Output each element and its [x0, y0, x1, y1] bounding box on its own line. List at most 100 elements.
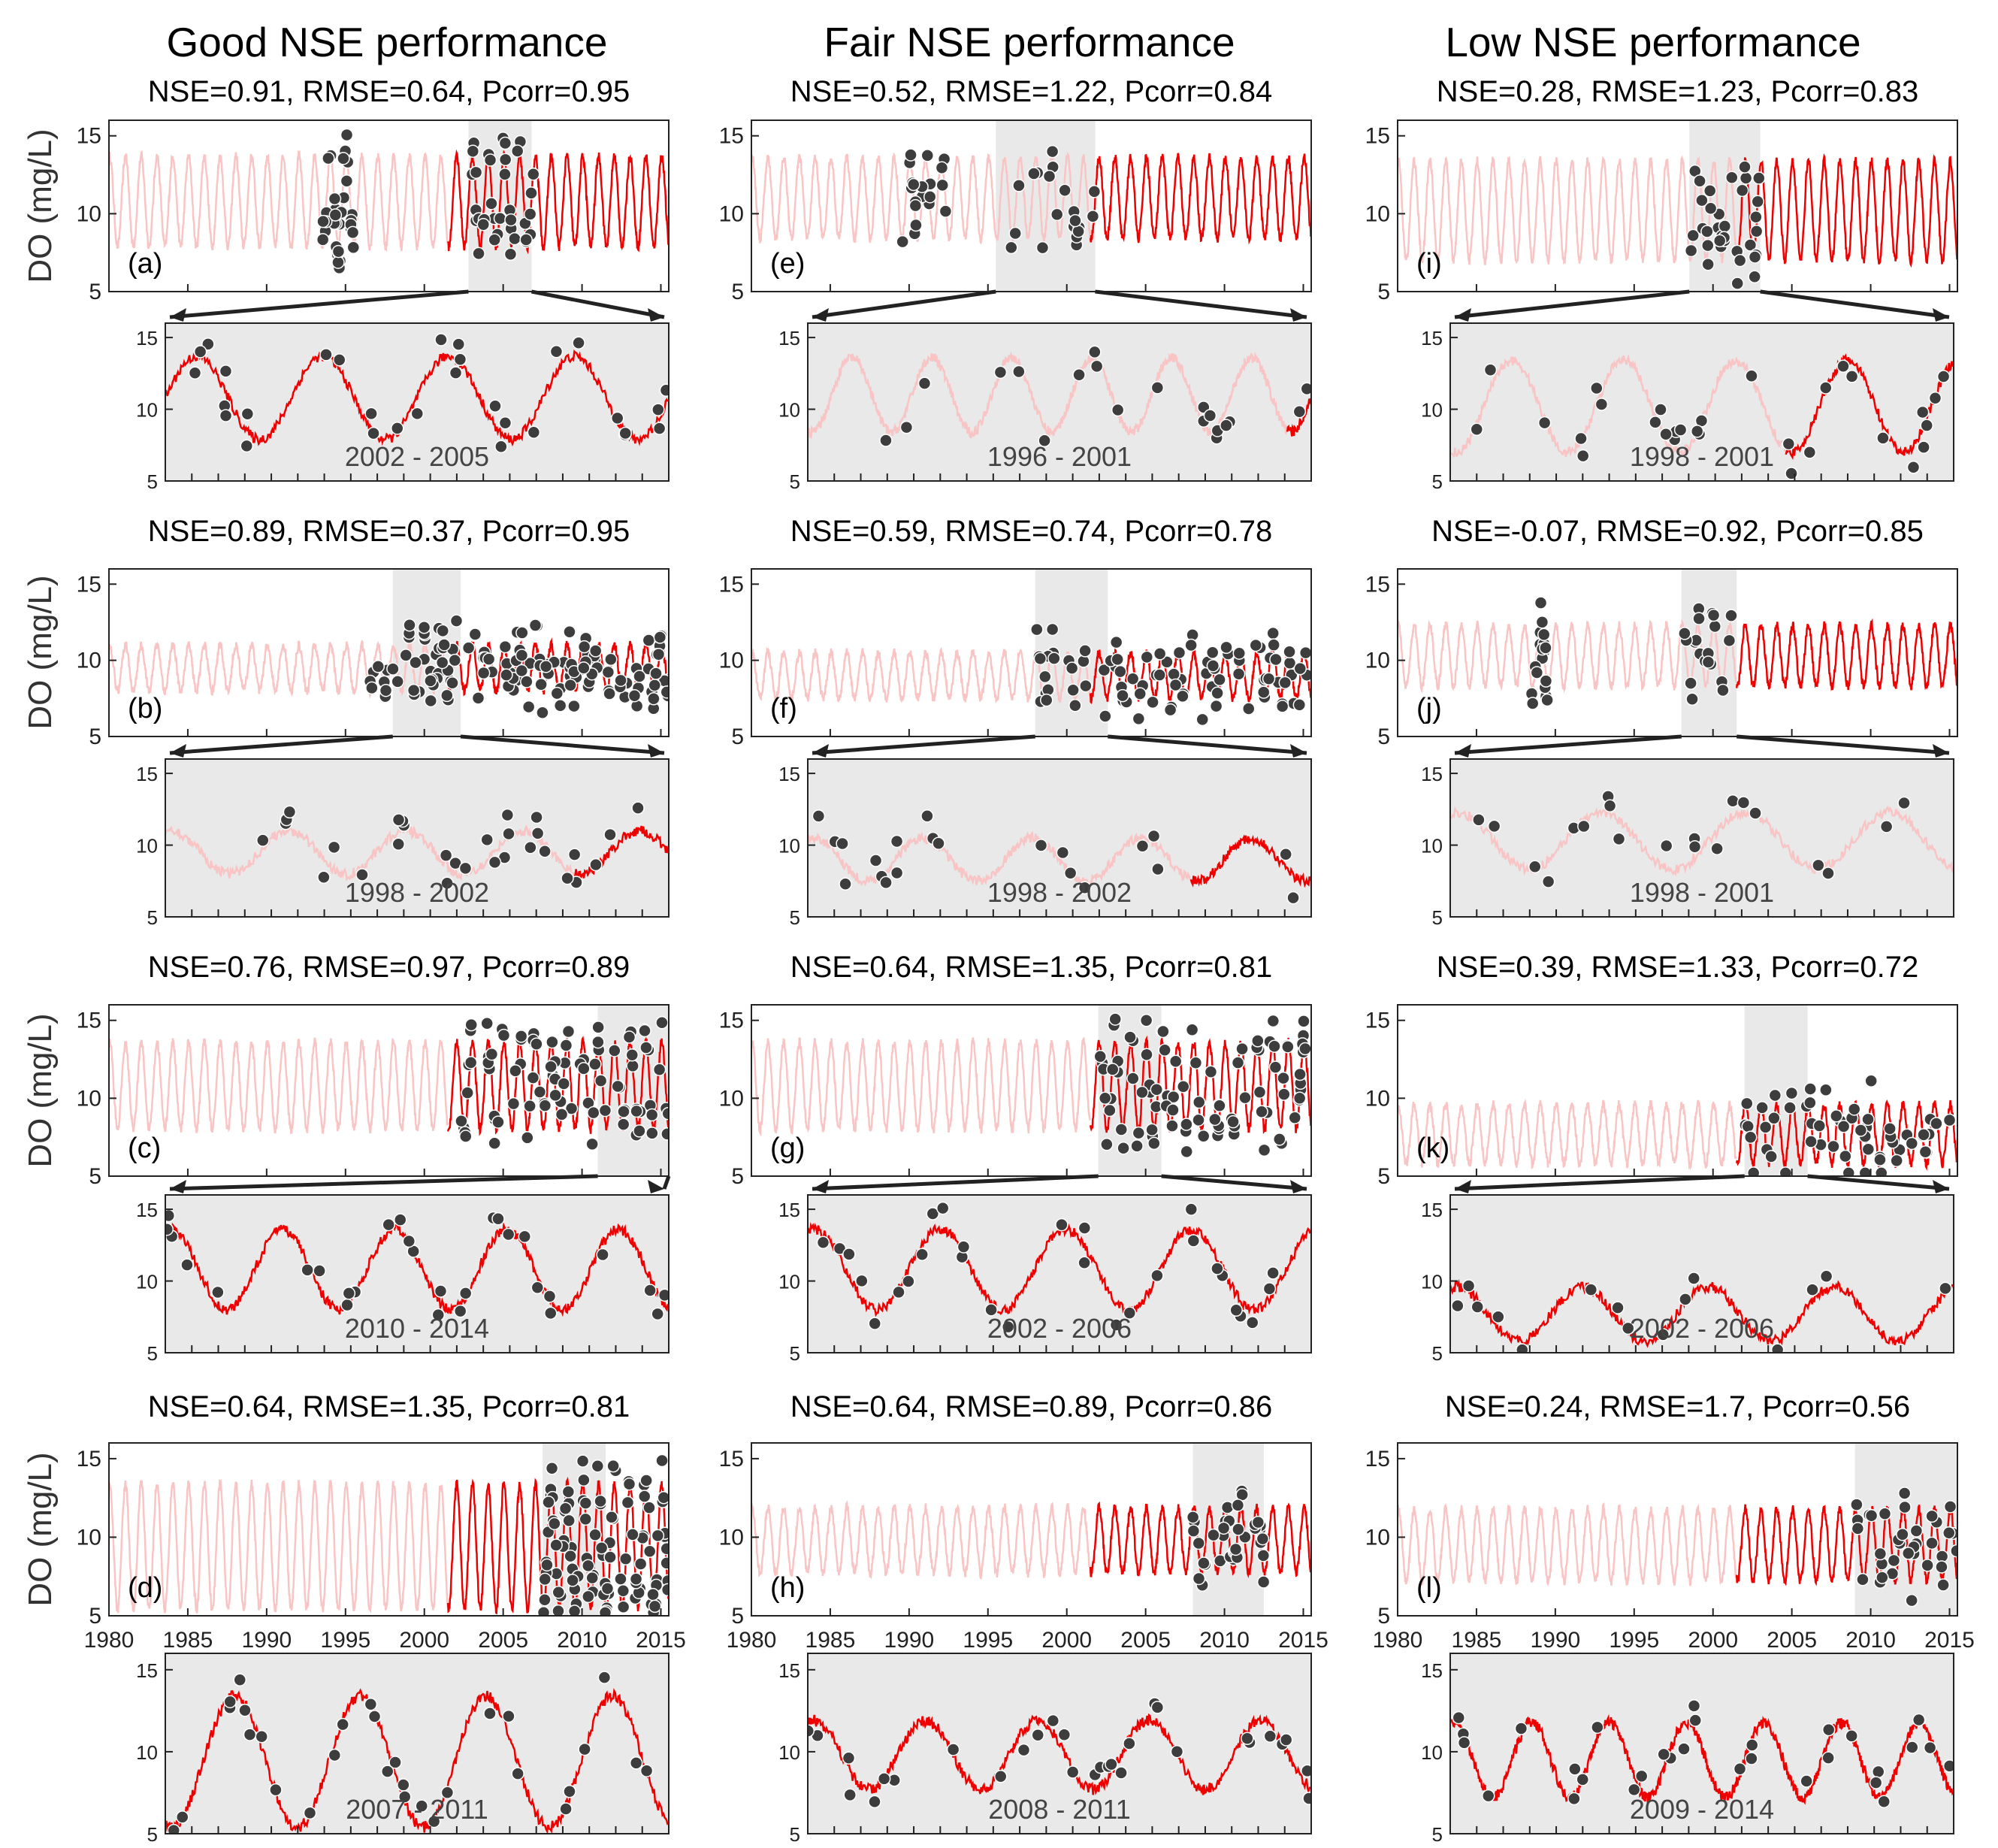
y-tick-label: 15 — [77, 1447, 101, 1471]
observation-point — [1251, 1515, 1265, 1529]
observation-point — [538, 845, 552, 858]
zoom-arrowhead — [648, 744, 664, 758]
observation-point — [639, 1764, 654, 1777]
observation-point — [1821, 1751, 1835, 1765]
observation-point — [896, 234, 909, 249]
y-tick-label: 15 — [77, 572, 101, 597]
observation-point — [1066, 683, 1080, 697]
y-axis-label: DO (mg/L) — [22, 575, 59, 729]
zoom-connector — [1737, 734, 1950, 755]
y-tick-label: 15 — [778, 763, 800, 785]
observation-point — [544, 1060, 558, 1074]
panel-i: NSE=0.28, RMSE=1.23, Pcorr=0.83 5 10 15 (i) — [1365, 75, 1958, 304]
x-tick-label: 2005 — [478, 1628, 528, 1653]
y-tick-label: 5 — [1377, 1164, 1390, 1189]
observation-point — [1220, 419, 1233, 432]
observation-point — [902, 1275, 915, 1288]
historical-series-line — [751, 646, 1091, 704]
observation-point — [563, 625, 576, 639]
observation-point — [1594, 398, 1609, 411]
zoom-background — [1450, 759, 1954, 917]
observation-point — [1279, 1733, 1293, 1747]
observation-point — [1286, 891, 1300, 905]
observation-point — [322, 151, 335, 165]
panel-label: (d) — [128, 1572, 162, 1604]
y-tick-label: 5 — [147, 1823, 158, 1846]
observation-point — [340, 1298, 354, 1312]
y-axis-label: DO (mg/L) — [22, 1452, 59, 1606]
x-tick-label: 2000 — [1688, 1628, 1738, 1653]
observation-point — [869, 854, 883, 867]
y-tick-label: 10 — [1365, 201, 1390, 226]
observation-point — [1712, 234, 1727, 248]
observation-point — [657, 1288, 669, 1302]
highlight-band — [996, 120, 1096, 292]
observation-point — [617, 1105, 630, 1118]
observation-point — [1656, 1328, 1670, 1341]
observation-point — [1847, 1102, 1861, 1116]
observation-point — [519, 233, 533, 247]
observation-point — [1012, 364, 1026, 379]
observation-point — [1196, 1130, 1211, 1143]
observation-point — [453, 1304, 467, 1318]
observation-point — [393, 1213, 407, 1226]
observation-point — [1678, 627, 1691, 640]
observation-point — [1293, 661, 1307, 676]
historical-series-line — [109, 150, 449, 253]
observation-point — [167, 1823, 181, 1834]
observation-point — [332, 353, 346, 367]
observation-point — [1158, 1043, 1171, 1057]
panel-stats: NSE=0.64, RMSE=1.35, Pcorr=0.81 — [790, 951, 1272, 984]
observation-point — [327, 840, 341, 854]
observation-point — [1150, 381, 1165, 395]
axes-box — [1449, 1653, 1954, 1834]
observation-point — [639, 1474, 653, 1487]
observation-point — [1803, 1096, 1817, 1110]
observation-point — [530, 1281, 545, 1295]
observation-point — [538, 1099, 552, 1112]
observation-point — [1812, 858, 1825, 873]
observation-point — [503, 247, 518, 262]
observation-point — [1482, 1789, 1495, 1803]
observation-point — [1217, 1521, 1231, 1535]
observation-point — [579, 1496, 593, 1510]
observation-point — [1213, 1099, 1226, 1112]
observation-point — [449, 614, 464, 628]
observation-point — [1861, 1142, 1876, 1156]
observation-point — [655, 1453, 669, 1468]
y-tick-label: 15 — [719, 1009, 744, 1033]
observation-point — [579, 1512, 592, 1526]
observation-point — [1906, 461, 1921, 474]
observation-point — [399, 649, 413, 662]
observation-point — [1764, 1150, 1778, 1163]
observation-point — [1725, 171, 1739, 185]
observation-point — [518, 1229, 532, 1244]
observation-point — [597, 1671, 612, 1684]
zoom-panel-h: 5 10 15 2008 - 2011 — [778, 1653, 1312, 1846]
observation-point — [1135, 1085, 1149, 1099]
observation-point — [561, 871, 574, 885]
observation-point — [993, 365, 1008, 380]
observation-point — [1576, 1773, 1590, 1786]
observation-point — [1452, 1710, 1466, 1725]
observation-point — [1568, 1762, 1582, 1776]
observation-point — [1724, 609, 1738, 622]
observation-point — [543, 1290, 557, 1303]
observation-point — [480, 1016, 494, 1030]
observation-point — [1483, 363, 1498, 377]
observation-point — [1873, 1153, 1887, 1166]
observation-point — [1877, 1795, 1891, 1808]
axes-box — [751, 1004, 1312, 1177]
observation-point — [549, 1088, 562, 1102]
observation-point — [1231, 1056, 1245, 1069]
observation-point — [582, 1589, 595, 1604]
observation-point — [1821, 1722, 1836, 1737]
zoom-connector — [169, 734, 393, 755]
observation-point — [552, 1585, 566, 1599]
observation-point — [1540, 693, 1554, 707]
observation-point — [1117, 1141, 1130, 1155]
observation-point — [631, 801, 645, 815]
y-axis-label: DO (mg/L) — [22, 129, 59, 283]
observation-point — [603, 1550, 617, 1564]
observation-point — [591, 1459, 605, 1473]
